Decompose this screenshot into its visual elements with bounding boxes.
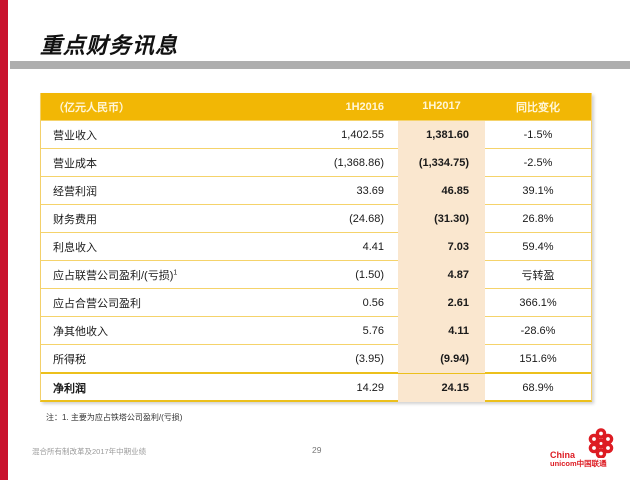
table-row-joint-ventures: 应占合营公司盈利 0.56 2.61 366.1% xyxy=(41,288,591,317)
value-1h2017: (1,334.75) xyxy=(398,149,485,177)
page-number: 29 xyxy=(312,445,322,455)
table-row-net-other-income: 净其他收入 5.76 4.11 -28.6% xyxy=(41,316,591,345)
value-1h2016: (3.95) xyxy=(355,353,384,365)
value-1h2016: 0.56 xyxy=(362,297,384,309)
table-row-net-profit: 净利润 14.29 24.15 68.9% xyxy=(41,372,591,402)
value-1h2017: (9.94) xyxy=(398,345,485,373)
yoy-change-value: -2.5% xyxy=(523,157,553,169)
row-label: 所得税 xyxy=(53,354,86,366)
row-label: 营业成本 xyxy=(53,158,97,170)
row-label: 净其他收入 xyxy=(53,326,108,338)
row-label: 利息收入 xyxy=(53,242,97,254)
footnote-marker: 1 xyxy=(173,269,178,277)
yoy-change-value: -28.6% xyxy=(520,325,556,337)
row-label: 应占联营公司盈利/(亏损)1 xyxy=(41,267,330,283)
header-unit-label: （亿元人民币） xyxy=(53,101,130,114)
value-1h2017: 4.87 xyxy=(398,261,485,289)
row-label: 营业收入 xyxy=(53,130,97,142)
table-row-associates: 应占联营公司盈利/(亏损)1 (1.50) 4.87 亏转盈 xyxy=(41,260,591,289)
row-label: 净利润 xyxy=(53,383,86,395)
table-row-operating-profit: 经营利润 33.69 46.85 39.1% xyxy=(41,176,591,205)
table-row-interest-income: 利息收入 4.41 7.03 59.4% xyxy=(41,232,591,261)
value-1h2017: 24.15 xyxy=(398,374,485,402)
table-row-revenue: 营业收入 1,402.55 1,381.60 -1.5% xyxy=(41,120,591,149)
value-1h2017: 4.11 xyxy=(398,317,485,345)
page-title: 重点财务讯息 xyxy=(40,33,179,58)
yoy-change-value: -1.5% xyxy=(523,129,553,141)
value-1h2016: (1,368.86) xyxy=(333,157,384,169)
table-row-cost: 营业成本 (1,368.86) (1,334.75) -2.5% xyxy=(41,148,591,177)
yoy-change-value: 151.6% xyxy=(519,353,557,365)
row-label: 财务费用 xyxy=(53,214,97,226)
value-1h2016: (24.68) xyxy=(349,213,384,225)
table-header-row: （亿元人民币） 1H2016 1H2017 同比变化 xyxy=(41,93,591,120)
yoy-change-value: 39.1% xyxy=(522,185,554,197)
table-row-finance-expense: 财务费用 (24.68) (31.30) 26.8% xyxy=(41,204,591,233)
value-1h2016: 33.69 xyxy=(356,185,384,197)
logo-text-line2: unicom中国联通 xyxy=(550,459,607,469)
value-1h2016: 14.29 xyxy=(356,382,384,394)
row-label: 经营利润 xyxy=(53,186,97,198)
value-1h2017: 2.61 xyxy=(398,289,485,317)
logo-text-line1: China xyxy=(550,449,576,460)
footnote: 注：1. 主要为应占铁塔公司盈利/(亏损) xyxy=(46,413,183,422)
china-unicom-logo: China unicom中国联通 xyxy=(548,428,626,470)
yoy-change-value: 366.1% xyxy=(519,297,557,309)
table-row-income-tax: 所得税 (3.95) (9.94) 151.6% xyxy=(41,344,591,373)
row-label: 应占合营公司盈利 xyxy=(53,298,141,310)
header-yoy-change: 同比变化 xyxy=(516,101,560,114)
china-unicom-knot-icon xyxy=(588,428,614,458)
footer-deck-title: 混合所有制改革及2017年中期业绩 xyxy=(32,447,147,456)
left-accent-bar xyxy=(0,0,8,480)
financial-table: （亿元人民币） 1H2016 1H2017 同比变化 营业收入 1,402.55… xyxy=(40,93,592,402)
header-1h2016: 1H2016 xyxy=(345,100,384,113)
row-label-text: 应占联营公司盈利/(亏损) xyxy=(53,270,174,282)
yoy-change-value: 68.9% xyxy=(522,382,554,394)
title-underline xyxy=(10,61,630,69)
value-1h2016: 4.41 xyxy=(362,241,384,253)
logo-text: China unicom中国联通 xyxy=(550,449,607,469)
value-1h2016: (1.50) xyxy=(355,269,384,281)
value-1h2017: 46.85 xyxy=(398,177,485,205)
value-1h2016: 1,402.55 xyxy=(341,129,384,141)
header-1h2017: 1H2017 xyxy=(422,100,461,112)
value-1h2017: 7.03 xyxy=(398,233,485,261)
value-1h2017: 1,381.60 xyxy=(398,121,485,149)
yoy-change-value: 59.4% xyxy=(522,241,554,253)
value-1h2017: (31.30) xyxy=(398,205,485,233)
value-1h2016: 5.76 xyxy=(362,325,384,337)
yoy-change-value: 26.8% xyxy=(522,213,554,225)
yoy-change-value: 亏转盈 xyxy=(521,270,555,282)
